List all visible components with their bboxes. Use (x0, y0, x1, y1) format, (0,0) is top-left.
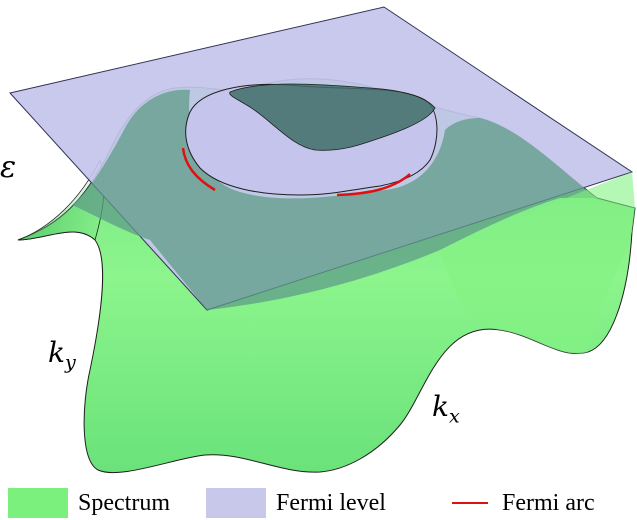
ky-axis-label: ky (48, 336, 76, 374)
spectrum-through-plane (72, 89, 597, 310)
energy-axis-label: ε (0, 150, 17, 185)
legend-item-spectrum: Spectrum (8, 486, 170, 520)
spectrum-right-slope (440, 172, 635, 354)
legend: Spectrum Fermi level Fermi arc (0, 486, 637, 520)
legend-label-spectrum: Spectrum (78, 489, 170, 516)
fermi-arc-left (181, 147, 216, 192)
fermi-level-swatch (206, 488, 266, 518)
fermi-arc-right (336, 173, 411, 197)
fermi-arc-line-swatch (452, 502, 488, 504)
legend-item-fermi-arc: Fermi arc (452, 486, 595, 520)
kx-axis-label: kx (432, 390, 460, 428)
legend-label-fermi-arc: Fermi arc (502, 489, 595, 516)
spectrum-swatch (8, 488, 68, 518)
legend-item-fermi-level: Fermi level (206, 486, 386, 520)
spectrum-bump-top (229, 83, 436, 151)
legend-label-fermi-level: Fermi level (276, 489, 386, 516)
